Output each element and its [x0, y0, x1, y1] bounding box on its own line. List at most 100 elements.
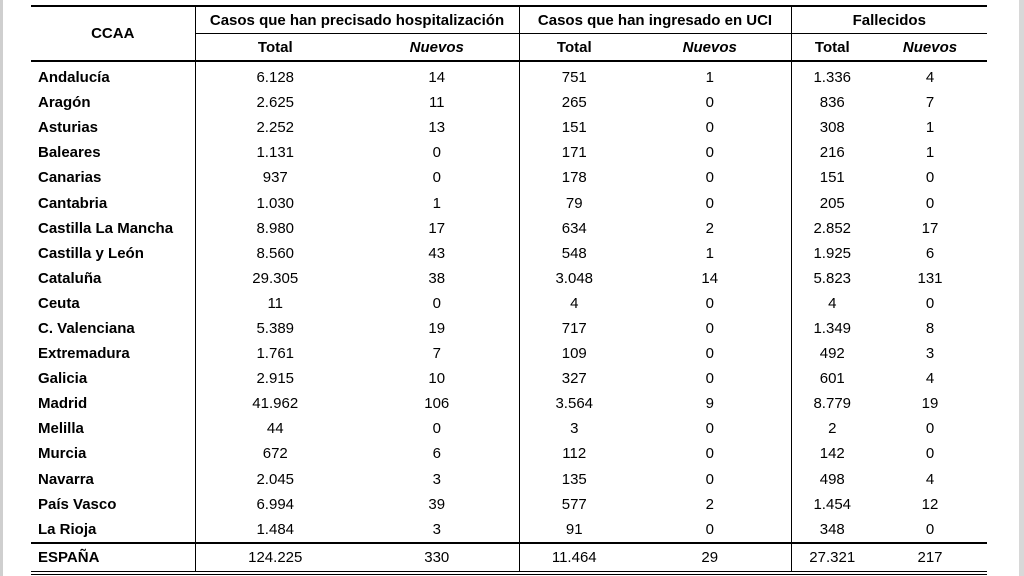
fall-nuevos: 12	[921, 495, 939, 513]
hosp-nuevos: 0	[432, 294, 441, 312]
fall-total: 2	[790, 416, 873, 442]
table-row: Navarra 2.045 3 135 0 498 4	[31, 466, 987, 492]
table-row: Galicia 2.915 10 327 0 601 4	[31, 366, 987, 392]
hosp-nuevos: 10	[428, 370, 446, 388]
table-row: Cantabria 1.030 1 79 0 205 0	[31, 190, 987, 216]
uci-total: 135	[518, 466, 629, 492]
total-row: ESPAÑA 124.225 330 11.464 29 27.321 217	[31, 542, 987, 573]
viewer-scrollbar[interactable]	[1019, 0, 1024, 576]
fall-total: 205	[790, 190, 873, 216]
fall-total: 8.779	[790, 391, 873, 417]
fall-nuevos: 1	[925, 144, 935, 162]
header-fallecidos: Fallecidos	[790, 6, 987, 34]
fall-total: 348	[790, 516, 873, 543]
hosp-total: 44	[194, 416, 355, 442]
hosp-nuevos: 7	[432, 345, 441, 363]
total-uci-nuevos: 29	[701, 548, 719, 566]
hosp-nuevos: 3	[432, 470, 441, 488]
table-body: Andalucía 6.128 14 751 1 1.336 4 Aragón 2.625 11 2…	[31, 61, 987, 543]
uci-nuevos: 0	[705, 370, 714, 388]
header-fall-nuevos: Nuevos	[902, 38, 958, 56]
hosp-total: 11	[194, 290, 355, 316]
header-uci: Casos que han ingresado en UCI	[518, 6, 791, 34]
region-name: Madrid	[38, 395, 88, 413]
viewer-left-edge	[0, 0, 3, 576]
fall-total: 4	[790, 290, 873, 316]
header-hospitalizacion: Casos que han precisado hospitalización	[194, 6, 519, 34]
hosp-total: 1.761	[194, 341, 355, 367]
table-row: Melilla 44 0 3 0 2 0	[31, 416, 987, 442]
hosp-total: 1.484	[194, 516, 355, 543]
fall-total: 1.336	[790, 61, 873, 91]
uci-total: 109	[518, 341, 629, 367]
table-row: Asturias 2.252 13 151 0 308 1	[31, 115, 987, 141]
fall-total: 1.925	[790, 240, 873, 266]
header-hosp-total: Total	[194, 33, 355, 61]
header-fall-total: Total	[790, 33, 873, 61]
table-row: Murcia 672 6 112 0 142 0	[31, 441, 987, 467]
hosp-total: 8.980	[194, 215, 355, 241]
uci-nuevos: 2	[705, 495, 714, 513]
uci-total: 548	[518, 240, 629, 266]
uci-nuevos: 0	[705, 94, 714, 112]
hosp-total: 5.389	[194, 315, 355, 342]
region-name: Baleares	[38, 144, 101, 162]
uci-total: 265	[518, 90, 629, 116]
fall-total: 2.852	[790, 215, 873, 241]
fall-nuevos: 0	[925, 520, 935, 538]
table-row: C. Valenciana 5.389 19 717 0 1.349 8	[31, 315, 987, 342]
hosp-total: 937	[194, 165, 355, 191]
region-name: Castilla y León	[38, 244, 144, 262]
fall-nuevos: 6	[925, 244, 935, 262]
fall-nuevos: 0	[925, 294, 935, 312]
table-row: La Rioja 1.484 3 91 0 348 0	[31, 516, 987, 543]
hosp-total: 2.045	[194, 466, 355, 492]
table-row: Ceuta 11 0 4 0 4 0	[31, 290, 987, 316]
header-ccaa: CCAA	[91, 25, 135, 42]
region-name: Navarra	[38, 470, 94, 488]
table-row: Extremadura 1.761 7 109 0 492 3	[31, 341, 987, 367]
region-name: Murcia	[38, 445, 87, 463]
hosp-nuevos: 17	[428, 219, 446, 237]
uci-nuevos: 0	[705, 144, 714, 162]
hosp-nuevos: 39	[428, 495, 446, 513]
uci-nuevos: 2	[705, 219, 714, 237]
fall-total: 1.349	[790, 315, 873, 342]
uci-nuevos: 0	[705, 420, 714, 438]
hosp-nuevos: 6	[432, 445, 441, 463]
total-hosp-total: 124.225	[194, 542, 355, 573]
hosp-nuevos: 13	[428, 119, 446, 137]
fall-total: 1.454	[790, 491, 873, 517]
region-name: Aragón	[38, 94, 91, 112]
table-row: Madrid 41.962 106 3.564 9 8.779 19	[31, 391, 987, 417]
table-row: Baleares 1.131 0 171 0 216 1	[31, 140, 987, 166]
hosp-nuevos: 19	[428, 319, 446, 337]
hosp-total: 8.560	[194, 240, 355, 266]
fall-total: 216	[790, 140, 873, 166]
fall-nuevos: 17	[921, 219, 939, 237]
fall-nuevos: 0	[925, 194, 935, 212]
total-hosp-nuevos: 330	[424, 548, 450, 566]
hosp-total: 6.994	[194, 491, 355, 517]
hosp-total: 41.962	[194, 391, 355, 417]
table-row: Castilla y León 8.560 43 548 1 1.925 6	[31, 240, 987, 266]
region-name: Cantabria	[38, 194, 108, 212]
fall-total: 601	[790, 366, 873, 392]
hosp-total: 2.252	[194, 115, 355, 141]
fall-total: 498	[790, 466, 873, 492]
uci-total: 3.048	[518, 265, 629, 291]
fall-total: 5.823	[790, 265, 873, 291]
total-uci-total: 11.464	[518, 542, 629, 573]
region-name: País Vasco	[38, 495, 117, 513]
hosp-nuevos: 38	[428, 269, 446, 287]
hosp-nuevos: 106	[424, 395, 450, 413]
fall-nuevos: 4	[925, 470, 935, 488]
hosp-nuevos: 11	[428, 94, 445, 112]
table-row: Castilla La Mancha 8.980 17 634 2 2.852 17	[31, 215, 987, 241]
uci-total: 634	[518, 215, 629, 241]
uci-nuevos: 0	[705, 294, 714, 312]
fall-nuevos: 0	[925, 169, 935, 187]
uci-total: 91	[518, 516, 629, 543]
hosp-total: 672	[194, 441, 355, 467]
hosp-nuevos: 14	[428, 69, 446, 87]
